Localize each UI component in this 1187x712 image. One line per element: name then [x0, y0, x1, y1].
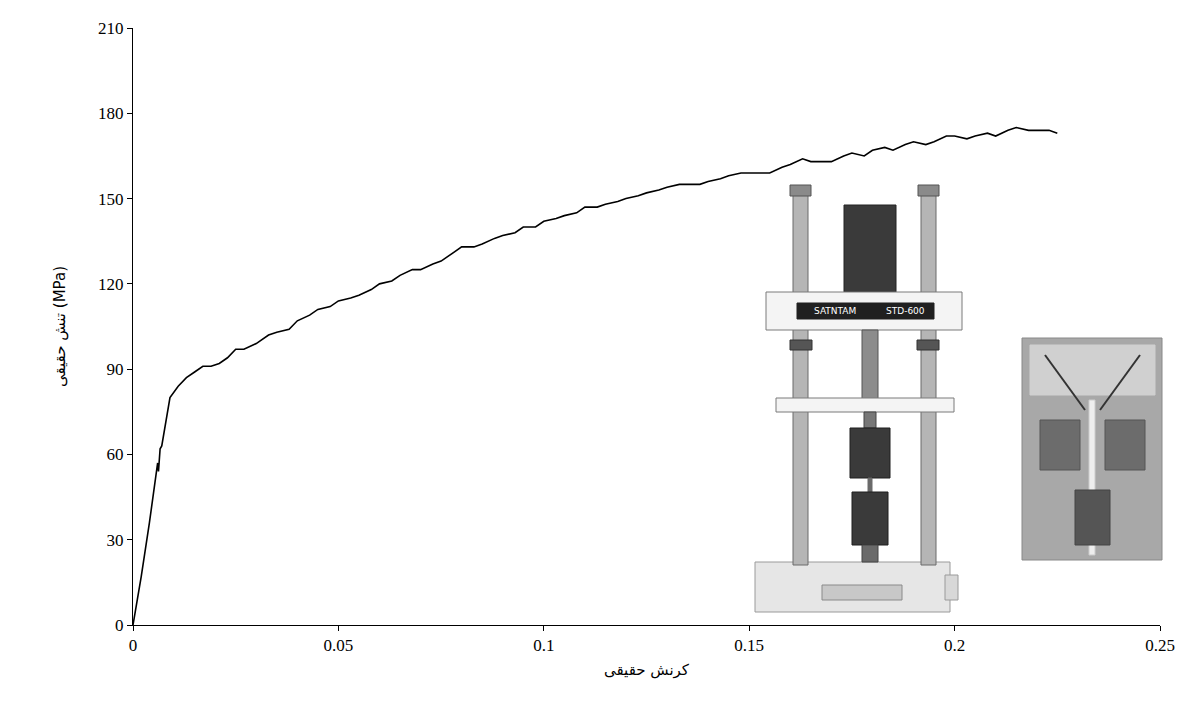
svg-text:تنش حقیقی (MPa): تنش حقیقی (MPa) — [51, 266, 69, 387]
svg-text:180: 180 — [98, 104, 124, 123]
svg-text:STD-600: STD-600 — [886, 306, 925, 316]
svg-text:0.2: 0.2 — [944, 636, 965, 655]
svg-text:0: 0 — [129, 636, 138, 655]
svg-text:0.15: 0.15 — [734, 636, 764, 655]
svg-text:60: 60 — [107, 445, 124, 464]
svg-text:30: 30 — [107, 531, 124, 550]
svg-text:0.25: 0.25 — [1145, 636, 1175, 655]
svg-text:120: 120 — [98, 275, 124, 294]
svg-text:0.05: 0.05 — [324, 636, 354, 655]
svg-text:0: 0 — [115, 616, 124, 635]
svg-text:150: 150 — [98, 190, 124, 209]
svg-text:90: 90 — [107, 360, 124, 379]
svg-text:کرنش حقیقی: کرنش حقیقی — [604, 661, 690, 679]
svg-text:0.1: 0.1 — [533, 636, 554, 655]
svg-text:SATNTAM: SATNTAM — [814, 306, 856, 316]
svg-text:210: 210 — [98, 19, 124, 38]
